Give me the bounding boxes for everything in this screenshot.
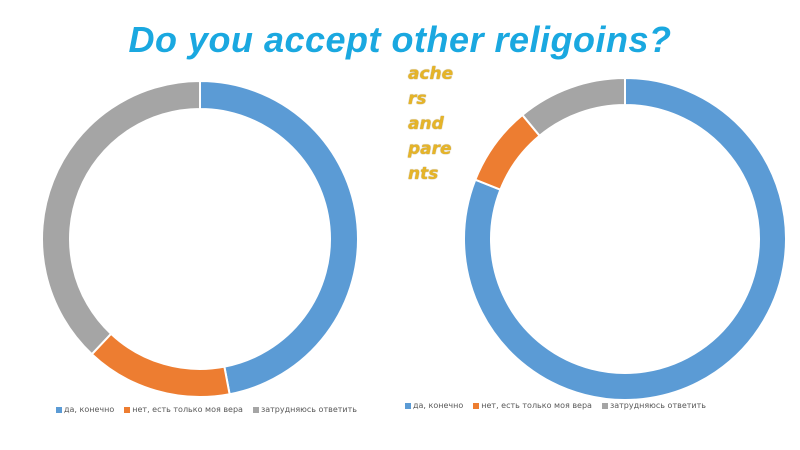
slice-unsure bbox=[41, 79, 201, 356]
legend-swatch-no bbox=[473, 402, 480, 409]
donut-chart-left bbox=[41, 79, 359, 398]
legend-swatch-yes bbox=[56, 406, 62, 413]
legend-item-yes: да, конечно bbox=[56, 405, 114, 414]
slice-unsure bbox=[520, 76, 626, 138]
legend-label-no: нет, есть только моя вера bbox=[132, 405, 243, 414]
slice-yes bbox=[463, 76, 787, 401]
slide-title: Do you accept other religoins? bbox=[128, 19, 672, 60]
side-caption-line: ache bbox=[408, 64, 454, 84]
side-caption: ache rs and pare nts bbox=[408, 62, 488, 187]
slice-no bbox=[90, 332, 231, 398]
legend-left: да, конечно нет, есть только моя вера за… bbox=[56, 405, 367, 414]
legend-label-yes: да, конечно bbox=[413, 401, 464, 410]
legend-item-unsure: затрудняюсь ответить bbox=[601, 401, 706, 410]
side-caption-line: pare bbox=[408, 139, 452, 159]
legend-swatch-yes bbox=[405, 402, 411, 409]
side-caption-line: and bbox=[408, 114, 444, 134]
legend-item-unsure: затрудняюсь ответить bbox=[252, 405, 357, 414]
legend-label-unsure: затрудняюсь ответить bbox=[260, 405, 357, 414]
legend-right: да, конечно нет, есть только моя вера за… bbox=[405, 401, 716, 410]
legend-item-yes: да, конечно bbox=[405, 401, 463, 410]
legend-label-no: нет, есть только моя вера bbox=[481, 401, 592, 410]
side-caption-line: rs bbox=[408, 89, 427, 109]
legend-label-yes: да, конечно bbox=[64, 405, 115, 414]
legend-label-unsure: затрудняюсь ответить bbox=[609, 401, 706, 410]
legend-swatch-unsure bbox=[252, 406, 259, 413]
slice-yes bbox=[199, 79, 359, 396]
side-caption-line: nts bbox=[408, 164, 439, 184]
legend-swatch-unsure bbox=[601, 402, 608, 409]
legend-swatch-no bbox=[124, 406, 131, 413]
donut-chart-right bbox=[463, 76, 787, 401]
legend-item-no: нет, есть только моя вера bbox=[124, 405, 243, 414]
legend-item-no: нет, есть только моя вера bbox=[473, 401, 592, 410]
